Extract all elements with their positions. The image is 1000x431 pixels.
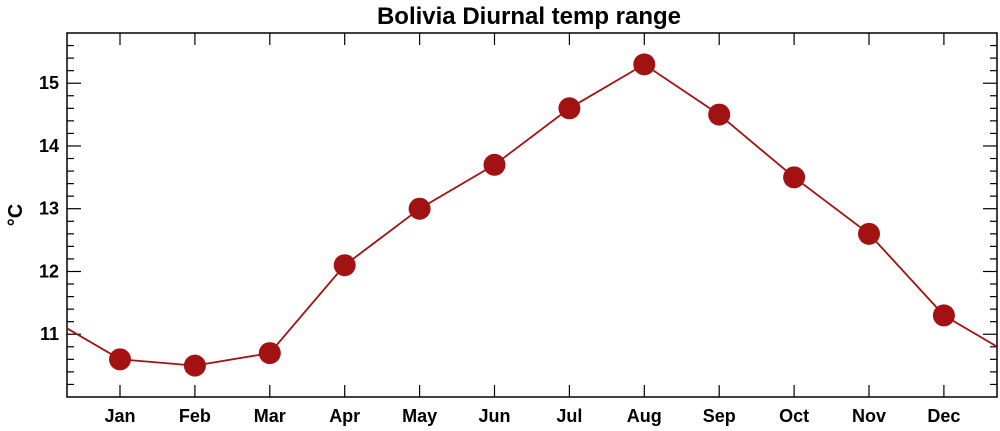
x-tick-label: Dec — [927, 406, 960, 426]
y-tick-label: 15 — [39, 73, 59, 93]
y-tick-label: 12 — [39, 261, 59, 281]
data-point-nov — [858, 222, 880, 245]
data-point-apr — [333, 254, 356, 277]
plot-frame — [66, 32, 998, 398]
series-line — [66, 63, 998, 367]
data-point-sep — [708, 103, 731, 126]
data-point-may — [408, 197, 431, 220]
data-point-aug — [633, 53, 656, 76]
series-layer — [66, 53, 998, 377]
x-tick-label: Sep — [703, 406, 736, 426]
y-tick-label: 14 — [39, 136, 59, 156]
x-tick-label: Jul — [556, 406, 582, 426]
data-point-dec — [932, 304, 955, 327]
ticks-layer: 11 12 13 14 15 Jan Feb Mar Apr May Jun Jul Aug Sep Oct… — [39, 33, 997, 426]
data-point-feb — [183, 354, 206, 377]
x-tick-label: May — [402, 406, 437, 426]
data-point-mar — [258, 342, 281, 365]
x-tick-label: Jan — [104, 406, 135, 426]
x-tick-label: Nov — [852, 406, 886, 426]
x-tick-label: Apr — [329, 406, 360, 426]
x-tick-label: Jun — [478, 406, 510, 426]
data-point-jul — [558, 97, 581, 120]
data-point-oct — [783, 166, 806, 189]
y-axis-label: °C — [5, 204, 27, 226]
x-tick-label: Oct — [779, 406, 809, 426]
y-tick-label: 11 — [40, 324, 59, 344]
data-point-jun — [483, 153, 506, 176]
chart-title: Bolivia Diurnal temp range — [377, 3, 681, 30]
y-tick-label: 13 — [39, 199, 59, 219]
x-tick-label: Mar — [254, 406, 286, 426]
x-tick-label: Aug — [627, 406, 662, 426]
x-tick-label: Feb — [179, 406, 211, 426]
data-point-jan — [109, 348, 131, 371]
